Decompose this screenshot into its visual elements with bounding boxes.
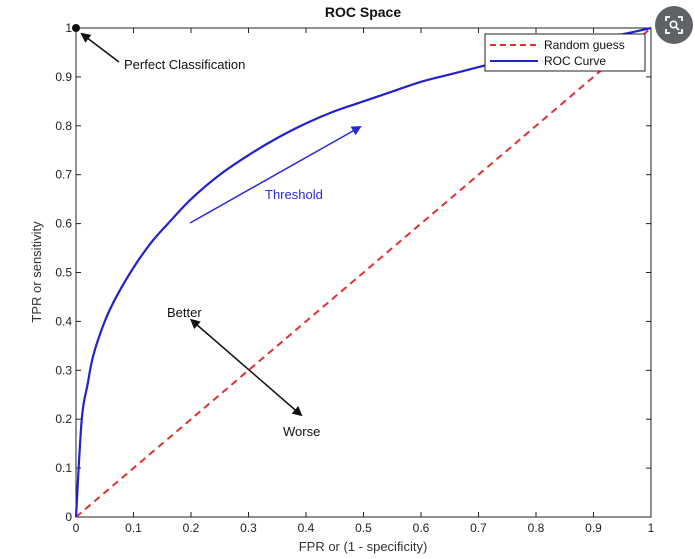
perfect-classification-point bbox=[72, 24, 80, 32]
x-tick-label: 0.9 bbox=[585, 521, 602, 535]
perfect-classification-arrow bbox=[80, 32, 120, 63]
y-tick-label: 0.8 bbox=[55, 119, 72, 133]
chart-title: ROC Space bbox=[325, 4, 401, 20]
x-tick-label: 0.1 bbox=[125, 521, 142, 535]
visual-search-button[interactable] bbox=[655, 6, 693, 44]
x-tick-label: 0.3 bbox=[240, 521, 257, 535]
legend-label-roc-curve: ROC Curve bbox=[544, 54, 606, 68]
x-tick-label: 1 bbox=[648, 521, 655, 535]
y-tick-label: 1 bbox=[65, 21, 72, 35]
x-tick-label: 0 bbox=[73, 521, 80, 535]
legend: Random guess ROC Curve bbox=[484, 33, 646, 72]
x-tick-label: 0.4 bbox=[298, 521, 315, 535]
y-tick-label: 0.6 bbox=[55, 217, 72, 231]
x-tick-label: 0.5 bbox=[355, 521, 372, 535]
worse-label: Worse bbox=[283, 424, 320, 439]
y-tick-label: 0.3 bbox=[55, 363, 72, 377]
random-guess-line bbox=[75, 27, 652, 518]
legend-box bbox=[484, 33, 646, 72]
y-axis-label: TPR or sensitivity bbox=[29, 221, 44, 323]
y-tick-label: 0 bbox=[65, 510, 72, 524]
better-worse-arrow bbox=[189, 318, 303, 417]
better-label: Better bbox=[167, 305, 202, 320]
visual-search-icon bbox=[665, 16, 683, 34]
y-tick-label: 0.7 bbox=[55, 168, 72, 182]
y-tick-label: 0.1 bbox=[55, 461, 72, 475]
y-tick-label: 0.2 bbox=[55, 412, 72, 426]
legend-label-random-guess: Random guess bbox=[544, 38, 625, 52]
axis-ticks: 0 0.1 0.2 0.3 0.4 0.5 0.6 0.7 0.8 0.9 1 0 0.1 0.2 0.3 0… bbox=[55, 21, 654, 535]
y-tick-label: 0.5 bbox=[55, 266, 72, 280]
y-tick-label: 0.4 bbox=[55, 314, 72, 328]
x-tick-label: 0.6 bbox=[413, 521, 430, 535]
x-tick-label: 0.7 bbox=[470, 521, 487, 535]
x-axis-label: FPR or (1 - specificity) bbox=[299, 539, 428, 554]
threshold-arrow bbox=[189, 126, 362, 224]
x-tick-label: 0.8 bbox=[528, 521, 545, 535]
threshold-label: Threshold bbox=[265, 187, 323, 202]
x-tick-label: 0.2 bbox=[183, 521, 200, 535]
y-tick-label: 0.9 bbox=[55, 70, 72, 84]
perfect-classification-label: Perfect Classification bbox=[124, 57, 245, 72]
